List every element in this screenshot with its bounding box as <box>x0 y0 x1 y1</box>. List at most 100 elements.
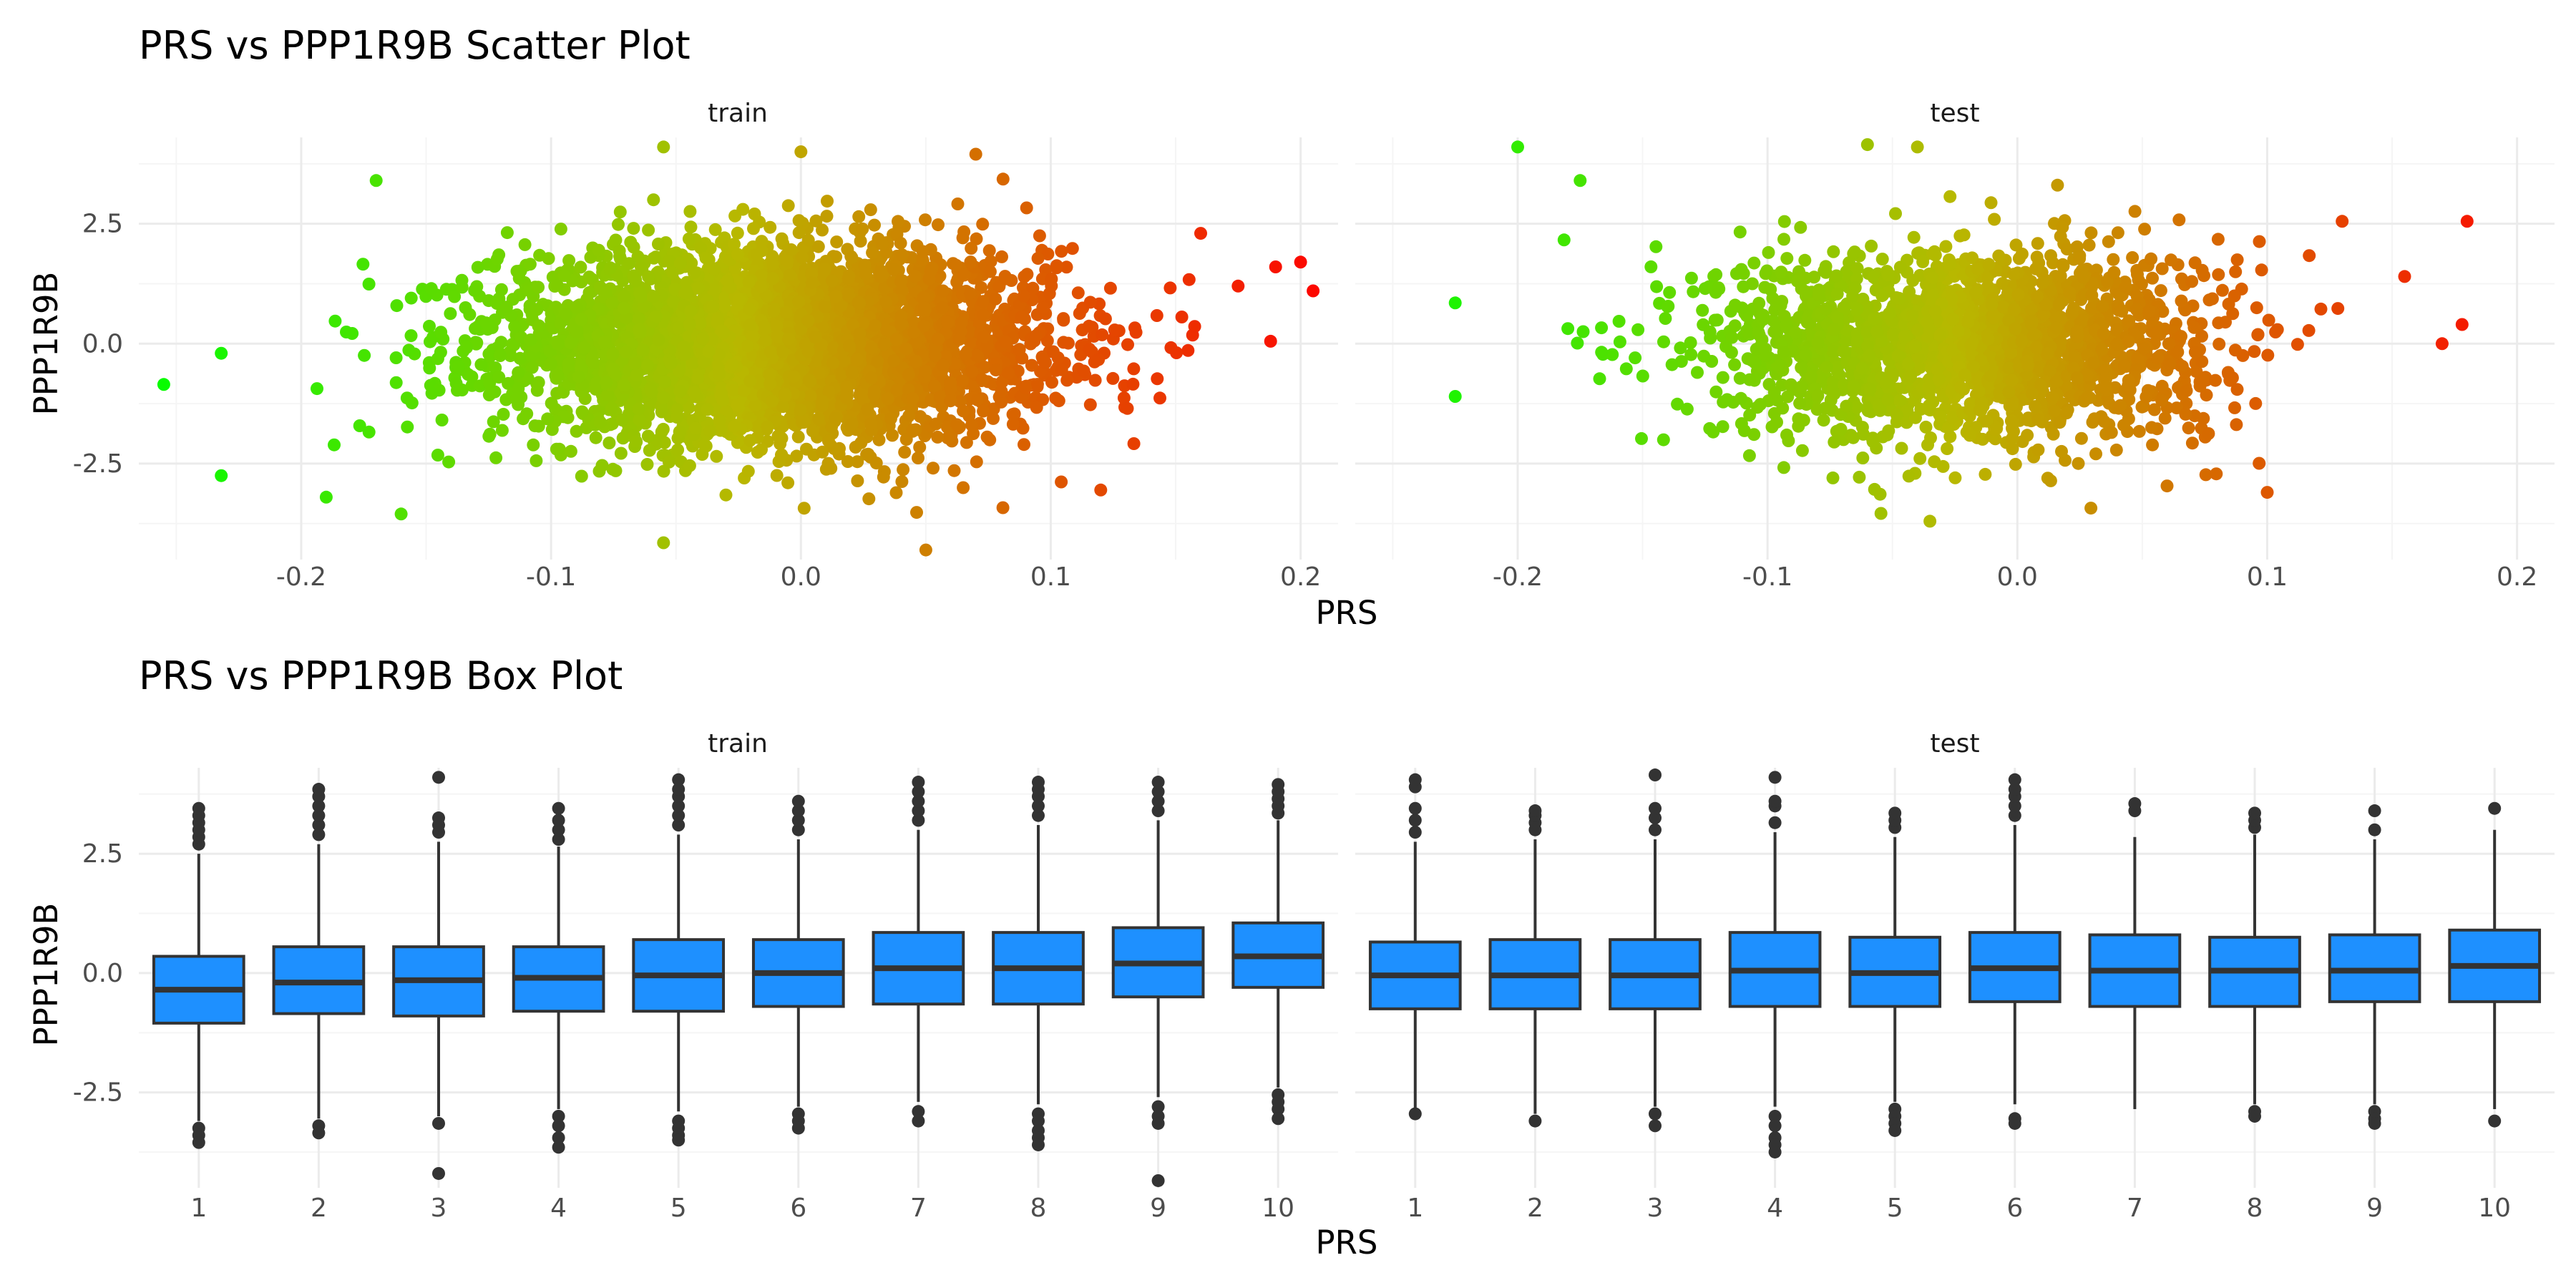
scatter-point <box>816 223 829 237</box>
scatter-point <box>623 257 636 270</box>
scatter-point <box>812 366 826 379</box>
scatter-point <box>859 267 872 280</box>
scatter-point <box>390 299 404 313</box>
scatter-point <box>1057 313 1070 327</box>
scatter-point <box>928 349 942 362</box>
scatter-point <box>995 385 1008 398</box>
scatter-point <box>328 314 342 328</box>
scatter-point <box>670 411 684 424</box>
scatter-point <box>936 284 950 298</box>
scatter-point <box>1129 326 1143 339</box>
scatter-point <box>976 218 990 231</box>
scatter-point <box>1703 421 1717 435</box>
scatter-point <box>706 300 720 313</box>
scatter-point <box>641 358 654 372</box>
scatter-point <box>917 291 930 304</box>
scatter-point <box>1635 431 1648 445</box>
scatter-point <box>465 370 479 384</box>
scatter-point <box>1026 281 1040 295</box>
scatter-point <box>944 376 957 389</box>
scatter-point <box>512 271 526 285</box>
scatter-point <box>801 314 815 328</box>
scatter-point <box>612 218 625 231</box>
scatter-point <box>731 226 744 240</box>
scatter-point <box>667 295 680 308</box>
scatter-point <box>619 345 633 358</box>
scatter-point <box>328 438 341 452</box>
scatter-point <box>564 336 577 349</box>
scatter-point <box>845 251 859 264</box>
scatter-point <box>1037 353 1050 367</box>
scatter-point <box>857 316 869 330</box>
scatter-point <box>1030 401 1043 414</box>
scatter-point <box>664 356 678 370</box>
scatter-point <box>2210 467 2223 481</box>
scatter-point <box>1094 483 1108 497</box>
scatter-point <box>1082 319 1096 333</box>
scatter-point <box>957 404 970 418</box>
scatter-point <box>771 429 785 443</box>
scatter-point <box>658 375 671 389</box>
scatter-point <box>1055 475 1068 489</box>
scatter-point <box>459 301 472 314</box>
scatter-point <box>977 404 990 418</box>
scatter-point <box>897 463 910 477</box>
scatter-panel-train <box>139 137 1338 560</box>
scatter-point <box>442 455 456 469</box>
scatter-point <box>881 392 894 406</box>
scatter-point <box>1050 259 1063 273</box>
scatter-point <box>1175 311 1189 323</box>
scatter-point <box>494 349 507 362</box>
scatter-point <box>919 543 932 557</box>
scatter-point <box>533 248 547 262</box>
scatter-point <box>1121 338 1134 351</box>
scatter-point <box>1733 225 1747 239</box>
scatter-point <box>369 174 383 187</box>
scatter-point <box>996 172 1010 186</box>
scatter-point <box>606 462 620 476</box>
scatter-point <box>657 536 670 550</box>
scatter-point <box>728 209 742 223</box>
scatter-point <box>2051 178 2064 192</box>
scatter-point <box>747 222 760 235</box>
scatter-point <box>2128 205 2142 218</box>
scatter-point <box>866 246 879 260</box>
scatter-point <box>624 235 638 249</box>
scatter-point <box>965 365 979 379</box>
scatter-point <box>1045 376 1058 389</box>
scatter-point <box>782 332 795 346</box>
scatter-point <box>694 241 708 255</box>
scatter-point <box>1153 391 1166 405</box>
scatter-point <box>636 343 650 357</box>
scatter-point <box>657 391 670 404</box>
scatter-point <box>2084 226 2098 240</box>
scatter-point <box>906 391 919 405</box>
scatter-point <box>763 345 777 358</box>
scatter-point <box>2172 213 2186 227</box>
scatter-point <box>1182 273 1196 286</box>
scatter-point <box>713 367 726 381</box>
scatter-point <box>1188 320 1201 333</box>
scatter-point <box>592 243 605 257</box>
scatter-point <box>394 507 408 521</box>
scatter-point <box>1750 343 1763 356</box>
scatter-point <box>1747 428 1761 441</box>
scatter-point <box>551 369 565 383</box>
scatter-point <box>713 414 726 426</box>
scatter-point <box>1992 249 2006 263</box>
scatter-point <box>609 233 623 247</box>
scatter-point <box>737 384 751 397</box>
scatter-point <box>754 269 768 283</box>
scatter-point <box>914 410 927 424</box>
scatter-point <box>716 394 730 407</box>
scatter-point <box>770 319 784 333</box>
scatter-point <box>434 326 448 339</box>
scatter-point <box>1018 438 1030 452</box>
scatter-point <box>822 385 836 399</box>
scatter-point <box>927 462 940 475</box>
scatter-point <box>1002 366 1015 380</box>
scatter-point <box>1065 242 1079 255</box>
scatter-point <box>856 222 869 235</box>
scatter-point <box>1680 402 1694 416</box>
